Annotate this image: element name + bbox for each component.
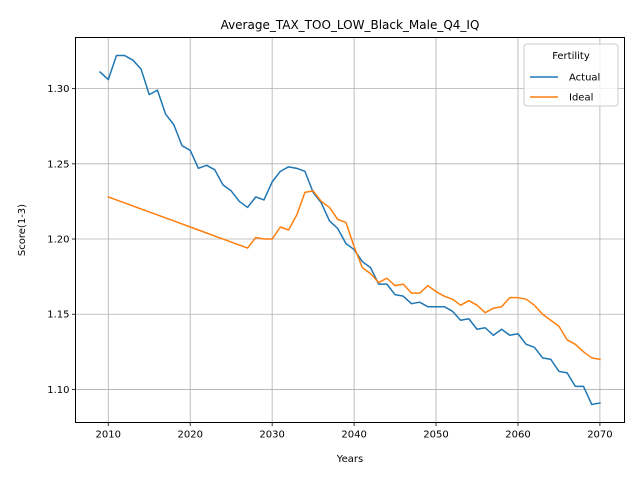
y-tick-label: 1.15	[47, 310, 69, 321]
series-line-actual	[100, 56, 600, 405]
x-axis-label: Years	[336, 454, 363, 465]
legend-label-actual: Actual	[569, 73, 600, 84]
x-tick-label: 2030	[259, 430, 284, 441]
x-axis-ticks: 2010 2020 2030 2040 2050 2060 2070	[96, 423, 613, 441]
y-tick-label: 1.25	[47, 159, 69, 170]
x-tick-label: 2010	[96, 430, 121, 441]
series-lines	[100, 56, 600, 405]
y-axis-ticks: 1.10 1.15 1.20 1.25 1.30	[47, 84, 75, 396]
y-tick-label: 1.10	[47, 385, 69, 396]
y-tick-label: 1.20	[47, 235, 69, 246]
x-tick-label: 2040	[341, 430, 366, 441]
x-tick-label: 2070	[587, 430, 612, 441]
y-tick-label: 1.30	[47, 84, 69, 95]
chart-title: Average_TAX_TOO_LOW_Black_Male_Q4_IQ	[221, 18, 480, 32]
x-tick-label: 2050	[423, 430, 448, 441]
x-tick-label: 2060	[505, 430, 530, 441]
legend-title: Fertility	[552, 51, 590, 62]
y-axis-label: Score(1-3)	[17, 204, 28, 256]
legend-label-ideal: Ideal	[569, 93, 593, 104]
x-tick-label: 2020	[177, 430, 202, 441]
legend: Fertility Actual Ideal	[524, 44, 618, 106]
